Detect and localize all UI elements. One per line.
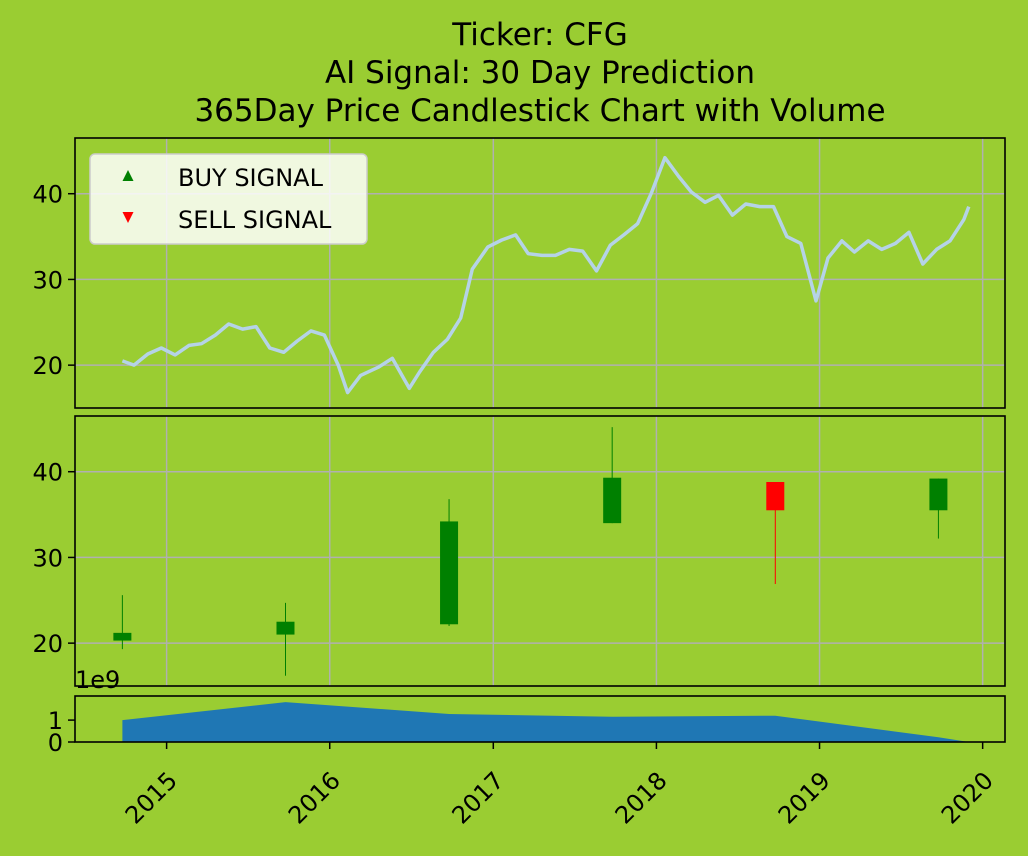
chart-title-line3: 365Day Price Candlestick Chart with Volu… xyxy=(194,93,885,129)
chart-title-line1: Ticker: CFG xyxy=(451,17,628,53)
axes-frame xyxy=(74,137,1006,409)
axes-frame xyxy=(74,695,1006,743)
candlestick-panel xyxy=(113,427,948,676)
candle-body-up xyxy=(603,477,622,524)
y-tick-label: 20 xyxy=(32,630,63,658)
candle-body-up xyxy=(276,621,295,635)
x-tick-label: 2017 xyxy=(447,766,510,829)
volume-offset-label: 1e9 xyxy=(75,666,120,694)
y-tick-label: 0 xyxy=(48,729,63,757)
candle-body-down xyxy=(766,482,785,511)
y-tick-label: 1 xyxy=(48,707,63,735)
y-tick-label: 40 xyxy=(32,459,63,487)
x-tick-label: 2019 xyxy=(773,766,836,829)
y-tick-label: 30 xyxy=(32,544,63,572)
sell-signal-marker-icon xyxy=(122,212,134,223)
y-tick-label: 20 xyxy=(32,352,63,380)
grid-lines xyxy=(75,138,1005,686)
price-panel xyxy=(121,155,971,395)
legend-box xyxy=(89,153,368,245)
legend: BUY SIGNAL SELL SIGNAL xyxy=(89,153,368,245)
axes-frames xyxy=(74,137,1006,743)
x-tick-label: 2016 xyxy=(283,766,346,829)
buy-signal-marker-icon xyxy=(122,170,134,181)
candle-body-up xyxy=(440,521,459,625)
y-tick-label: 30 xyxy=(32,266,63,294)
volume-area xyxy=(122,702,969,742)
x-tick-label: 2015 xyxy=(120,766,183,829)
x-tick-label: 2018 xyxy=(610,766,673,829)
axes-frame xyxy=(74,415,1006,687)
y-tick-label: 40 xyxy=(32,181,63,209)
x-tick-label: 2020 xyxy=(936,766,999,829)
legend-buy-label: BUY SIGNAL xyxy=(178,164,324,192)
candle-body-up xyxy=(113,632,132,641)
price-line xyxy=(121,155,971,395)
chart-title-line2: AI Signal: 30 Day Prediction xyxy=(325,55,755,91)
volume-panel xyxy=(122,702,969,742)
candle-body-up xyxy=(929,478,948,511)
legend-sell-label: SELL SIGNAL xyxy=(178,206,332,234)
